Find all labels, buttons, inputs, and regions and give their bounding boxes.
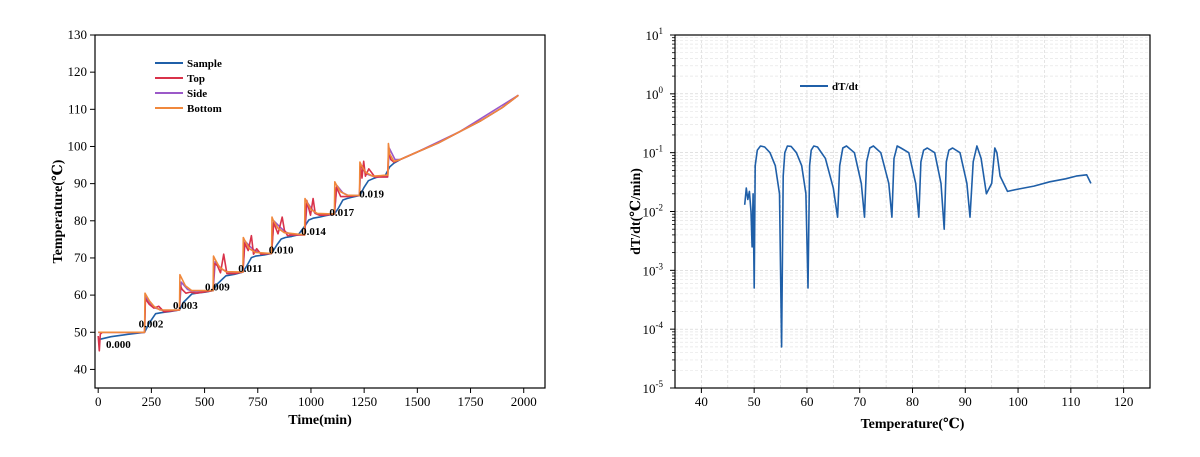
x-tick-label: 1000 bbox=[298, 394, 324, 409]
legend-label: dT/dt bbox=[832, 81, 859, 93]
x-tick-label: 120 bbox=[1114, 394, 1134, 409]
slope-annotation: 0.002 bbox=[139, 319, 164, 331]
series-line-side bbox=[98, 94, 519, 334]
plot-frame bbox=[94, 34, 546, 389]
x-tick-label: 2000 bbox=[511, 394, 537, 409]
y-tick-label: 40 bbox=[74, 361, 87, 376]
x-tick-label: 70 bbox=[853, 394, 866, 409]
y-tick-label: 90 bbox=[74, 176, 87, 191]
series-line-sample bbox=[98, 94, 519, 341]
x-tick-label: 80 bbox=[906, 394, 919, 409]
x-axis-label: Time(min) bbox=[288, 413, 352, 428]
y-tick-label: 120 bbox=[68, 64, 88, 79]
series-line-bottom bbox=[98, 94, 519, 334]
x-tick-label: 40 bbox=[695, 394, 708, 409]
x-tick-label: 100 bbox=[1008, 394, 1028, 409]
y-tick-label: 130 bbox=[68, 27, 88, 42]
y-tick-label: 50 bbox=[74, 324, 87, 339]
grid bbox=[674, 35, 1151, 389]
y-tick-label: 110 bbox=[68, 101, 87, 116]
slope-annotation: 0.011 bbox=[238, 263, 262, 275]
slope-annotation: 0.019 bbox=[359, 189, 384, 201]
legend: dT/dt bbox=[800, 81, 859, 93]
y-axis-label: dT/dt(℃/min) bbox=[629, 168, 644, 255]
axes-group: 0 250 500 750 1000 1250 1500 1750 2000 40 50 60 70 80… bbox=[68, 27, 537, 409]
x-tick-label: 90 bbox=[959, 394, 972, 409]
x-tick-label: 1750 bbox=[458, 394, 484, 409]
x-tick-label: 0 bbox=[95, 394, 102, 409]
annotations-group: 0.000 0.002 0.003 0.009 0.011 0.010 0.0140.017… bbox=[106, 189, 384, 351]
y-tick-label: 10-3 bbox=[643, 261, 664, 278]
x-tick-label: 1500 bbox=[404, 394, 430, 409]
x-tick-label: 500 bbox=[195, 394, 215, 409]
series-group bbox=[97, 94, 519, 352]
x-tick-label: 750 bbox=[248, 394, 268, 409]
series-group bbox=[743, 145, 1092, 348]
legend: Sample Top Side Bottom bbox=[155, 58, 222, 115]
legend-label: Sample bbox=[187, 58, 222, 70]
y-tick-label: 101 bbox=[646, 26, 664, 43]
y-tick-label: 10-4 bbox=[643, 320, 664, 337]
slope-annotation: 0.010 bbox=[269, 244, 294, 256]
x-tick-label: 250 bbox=[142, 394, 162, 409]
x-tick-label: 1250 bbox=[351, 394, 377, 409]
y-tick-label: 10-5 bbox=[643, 379, 664, 396]
slope-annotation: 0.000 bbox=[106, 339, 131, 351]
rate-temperature-chart: 40 50 60 70 80 90 100 110 120 101 100 10-1 10-2 10-3 1… bbox=[629, 26, 1151, 432]
series-line-top bbox=[97, 94, 519, 352]
x-tick-label: 110 bbox=[1061, 394, 1080, 409]
x-axis-label: Temperature(℃) bbox=[861, 417, 965, 432]
y-tick-label: 60 bbox=[74, 287, 87, 302]
slope-annotation: 0.014 bbox=[301, 226, 326, 238]
x-tick-label: 60 bbox=[800, 394, 813, 409]
y-tick-label: 10-2 bbox=[643, 203, 664, 220]
axes-group: 40 50 60 70 80 90 100 110 120 101 100 10-1 10-2 10-3 1… bbox=[643, 26, 1134, 409]
y-tick-label: 80 bbox=[74, 213, 87, 228]
slope-annotation: 0.003 bbox=[173, 300, 198, 312]
series-line-dtdt bbox=[743, 145, 1092, 348]
legend-label: Top bbox=[187, 73, 205, 85]
slope-annotation: 0.017 bbox=[329, 207, 354, 219]
legend-label: Bottom bbox=[187, 103, 222, 115]
temperature-time-chart: 0 250 500 750 1000 1250 1500 1750 2000 40 50 60 70 80… bbox=[51, 27, 546, 428]
y-tick-label: 10-1 bbox=[643, 144, 664, 161]
legend-label: Side bbox=[187, 88, 207, 100]
y-tick-label: 100 bbox=[646, 85, 664, 102]
x-tick-label: 50 bbox=[748, 394, 761, 409]
slope-annotation: 0.009 bbox=[205, 282, 230, 294]
y-tick-label: 70 bbox=[74, 250, 87, 265]
y-tick-label: 100 bbox=[68, 138, 88, 153]
y-axis-label: Temperature(℃) bbox=[51, 159, 66, 263]
